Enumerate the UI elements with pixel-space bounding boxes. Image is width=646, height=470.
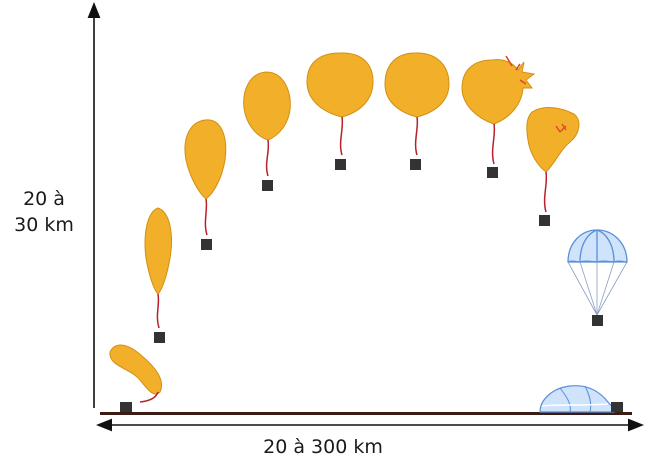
balloon-stage-ascent-4 [306, 52, 374, 170]
balloon-stage-ascent-3 [243, 71, 291, 191]
parachute-landed [539, 385, 623, 413]
balloon-stage-ascent-2 [184, 119, 227, 250]
balloon-stage-ceiling [384, 52, 450, 170]
balloon-stage-deflating [526, 107, 580, 226]
ground-line [100, 412, 632, 415]
balloon-stage-burst [461, 55, 536, 178]
distance-label: 20 à 300 km [263, 436, 383, 458]
altitude-label-line1: 20 à [23, 188, 65, 210]
parachute-descent [567, 229, 628, 326]
balloon-stage-launch [109, 344, 162, 412]
balloon-stage-ascent-1 [144, 207, 172, 343]
altitude-label: 20 à 30 km [8, 186, 80, 238]
altitude-label-line2: 30 km [14, 214, 74, 236]
